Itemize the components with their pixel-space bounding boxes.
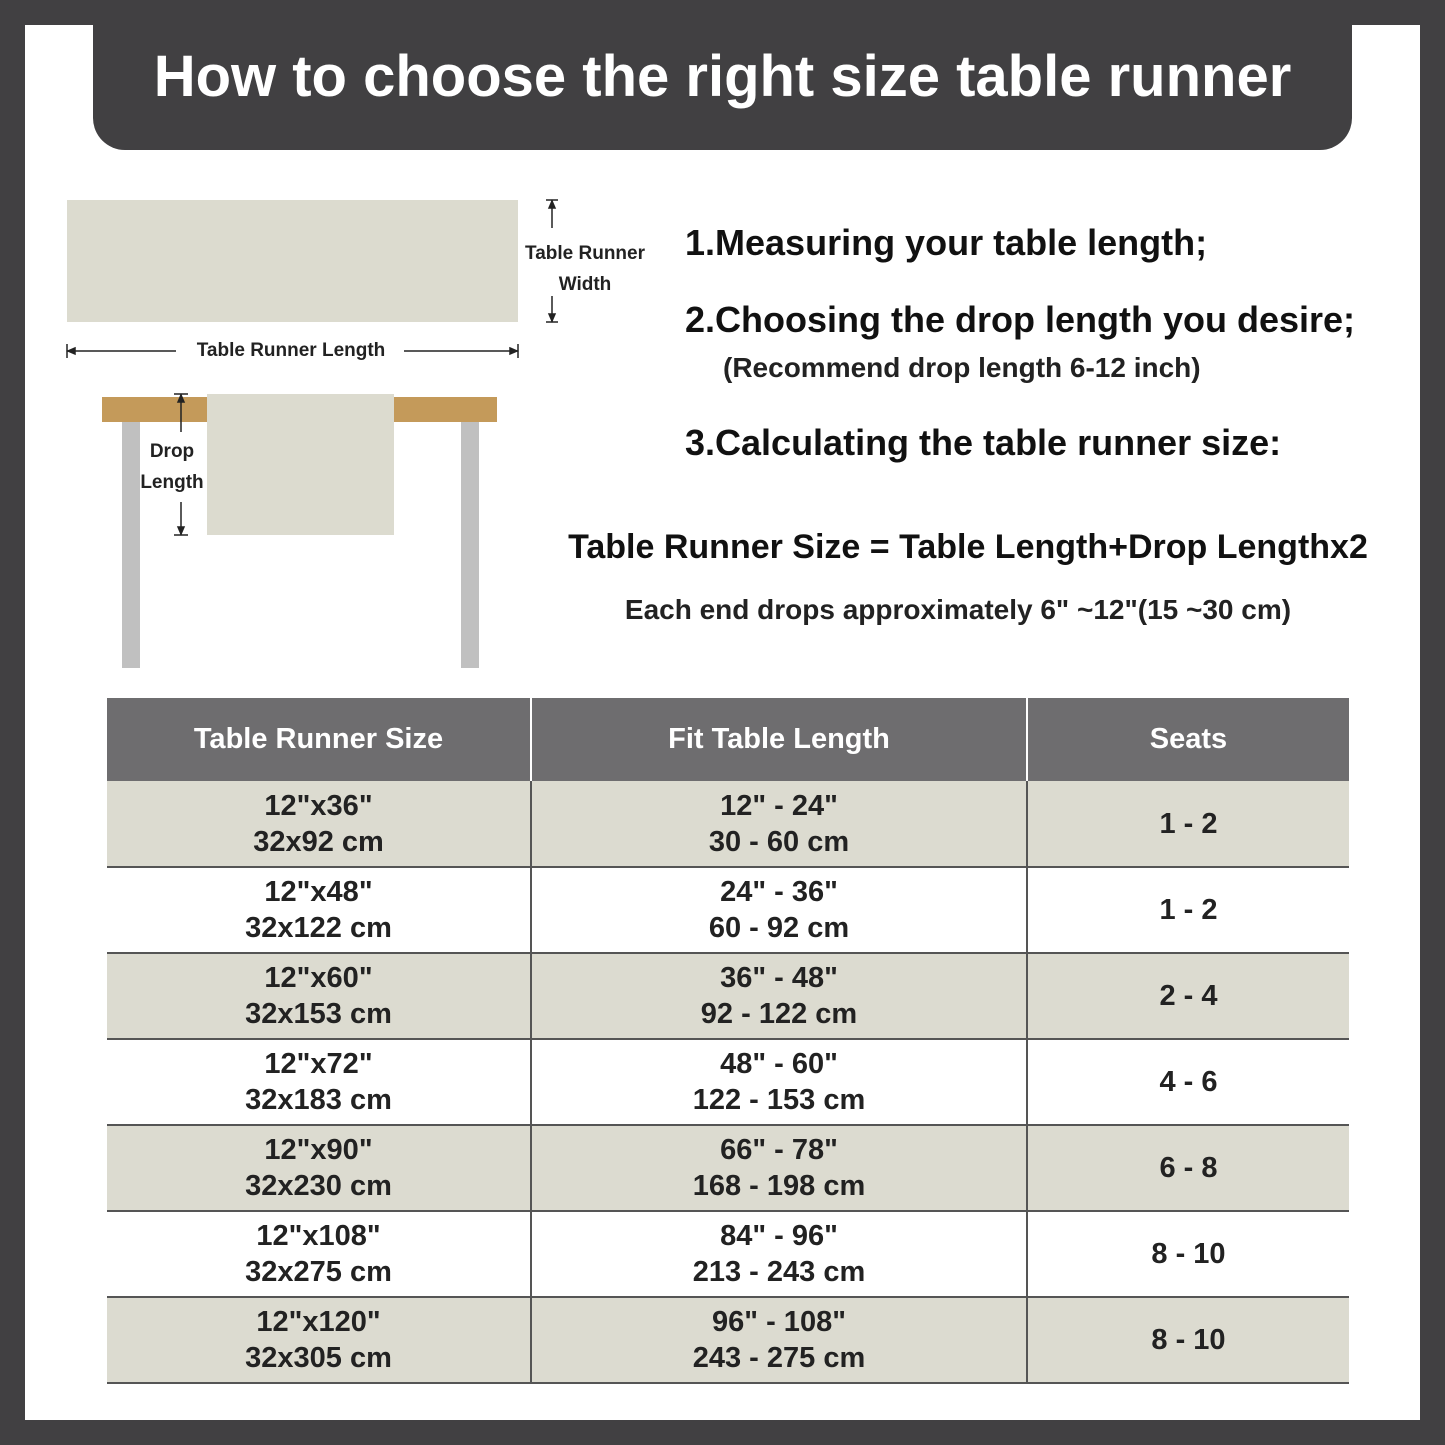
seats-cell: 1 - 2 (1027, 781, 1349, 868)
table-row: 12"x72" 32x183 cm 48" - 60" 122 - 153 cm 4… (107, 1039, 1349, 1126)
header-size: Table Runner Size (107, 698, 532, 781)
step-3: 3.Calculating the table runner size: (685, 422, 1282, 463)
length-label: Table Runner Length (196, 340, 386, 361)
size-cell: 12"x60" 32x153 cm (107, 953, 532, 1040)
seats-cell: 8 - 10 (1027, 1297, 1349, 1384)
table-row: 12"x90" 32x230 cm 66" - 78" 168 - 198 cm 6… (107, 1125, 1349, 1212)
drop-label: Drop Length (140, 441, 204, 493)
seats-cell: 8 - 10 (1027, 1211, 1349, 1298)
size-cell: 12"x108" 32x275 cm (107, 1211, 532, 1298)
size-cell: 12"x120" 32x305 cm (107, 1297, 532, 1384)
length-cell: 24" - 36" 60 - 92 cm (531, 867, 1028, 954)
size-cell: 12"x90" 32x230 cm (107, 1125, 532, 1212)
runner-hanging (207, 394, 394, 535)
page-title: How to choose the right size table runne… (93, 25, 1352, 150)
seats-cell: 4 - 6 (1027, 1039, 1349, 1126)
table-row: 12"x60" 32x153 cm 36" - 48" 92 - 122 cm 2 … (107, 953, 1349, 1040)
formula: Table Runner Size = Table Length+Drop Le… (568, 528, 1368, 566)
table-leg-left (122, 422, 140, 668)
dimension-arrows (66, 199, 558, 358)
length-cell: 66" - 78" 168 - 198 cm (531, 1125, 1028, 1212)
length-cell: 84" - 96" 213 - 243 cm (531, 1211, 1028, 1298)
header-length: Fit Table Length (531, 698, 1028, 781)
seats-cell: 6 - 8 (1027, 1125, 1349, 1212)
size-cell: 12"x72" 32x183 cm (107, 1039, 532, 1126)
table-leg-right (461, 422, 479, 668)
length-cell: 12" - 24" 30 - 60 cm (531, 781, 1028, 868)
header-seats: Seats (1027, 698, 1349, 781)
table-row: 12"x48" 32x122 cm 24" - 36" 60 - 92 cm 1 -… (107, 867, 1349, 954)
step-2-note: (Recommend drop length 6-12 inch) (723, 352, 1201, 383)
size-table: Table Runner Size Fit Table Length Seats… (107, 698, 1349, 1384)
table-row: 12"x120" 32x305 cm 96" - 108" 243 - 275 cm… (107, 1297, 1349, 1384)
length-cell: 96" - 108" 243 - 275 cm (531, 1297, 1028, 1384)
step-2: 2.Choosing the drop length you desire; (685, 299, 1356, 340)
table-row: 12"x108" 32x275 cm 84" - 96" 213 - 243 cm … (107, 1211, 1349, 1298)
drop-note: Each end drops approximately 6" ~12"(15 … (624, 594, 1292, 625)
drop-arrows (174, 393, 188, 536)
size-cell: 12"x48" 32x122 cm (107, 867, 532, 954)
step-1: 1.Measuring your table length; (685, 222, 1208, 263)
table-row: 12"x36" 32x92 cm 12" - 24" 30 - 60 cm 1 - … (107, 781, 1349, 868)
length-cell: 36" - 48" 92 - 122 cm (531, 953, 1028, 1040)
size-cell: 12"x36" 32x92 cm (107, 781, 532, 868)
width-label: Table Runner Width (525, 243, 645, 295)
runner-flat (67, 200, 518, 322)
seats-cell: 2 - 4 (1027, 953, 1349, 1040)
length-cell: 48" - 60" 122 - 153 cm (531, 1039, 1028, 1126)
seats-cell: 1 - 2 (1027, 867, 1349, 954)
